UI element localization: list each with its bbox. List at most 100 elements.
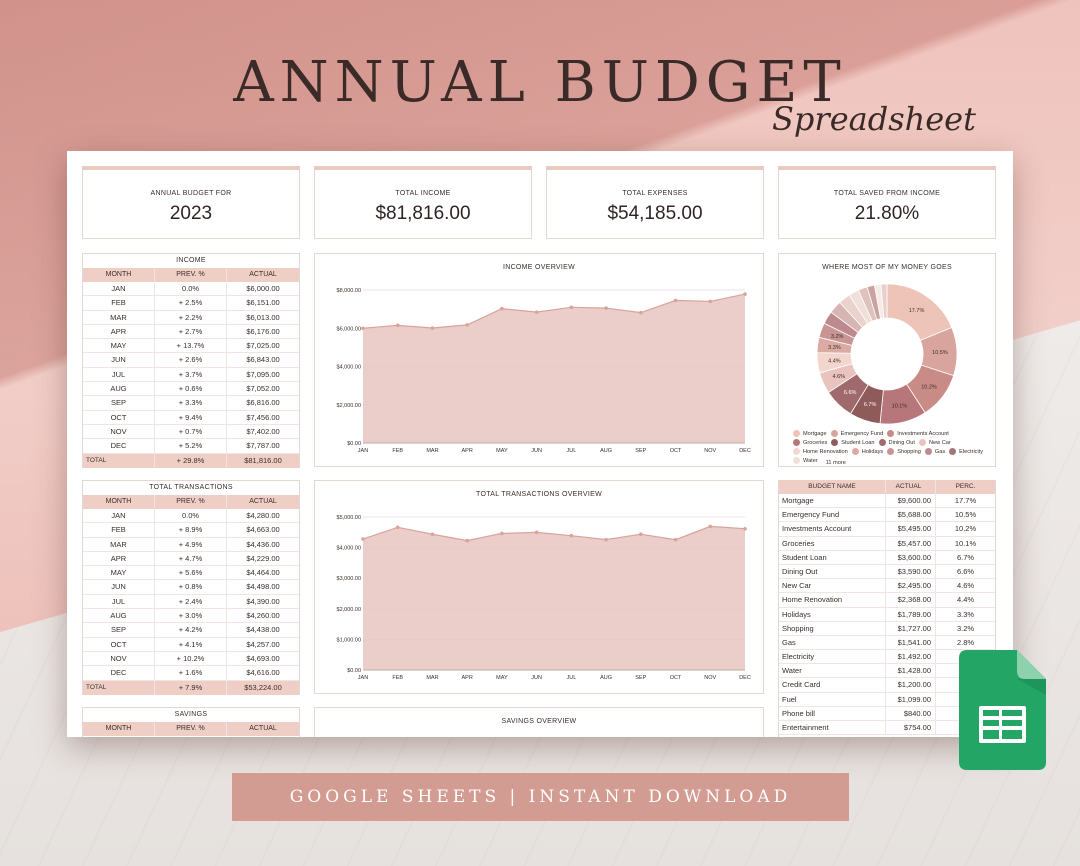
table-row: OCT + 4.1% $4,257.00 [83, 637, 299, 652]
cell-actual: $2,368.00 [886, 593, 936, 607]
list-item: Water $1,428.00 [779, 664, 995, 679]
slice-label: 4.4% [828, 359, 841, 365]
legend-item: Gas [924, 448, 946, 455]
x-tick-label: FEB [392, 448, 403, 454]
cell-perc: 10.2% [954, 524, 977, 534]
legend-label: Electricity [959, 448, 984, 455]
cell-prev: + 2.6% [155, 353, 227, 367]
cell-perc: 6.6% [956, 566, 975, 576]
table-row: JUN + 2.6% $6,843.00 [83, 353, 299, 368]
slice-label: 6.7% [864, 402, 877, 408]
budget-table-header: BUDGET NAME ACTUAL PERC. [779, 480, 995, 494]
cell-actual: $6,176.00 [246, 326, 280, 336]
table-row: APR + 2.7% $6,176.00 [83, 324, 299, 340]
cell-actual: $4,229.00 [246, 553, 280, 563]
cell-budget-name: Student Loan [779, 550, 886, 564]
y-tick-label: $2,000.00 [337, 403, 361, 409]
cell-prev: + 29.8% [155, 453, 227, 468]
table-row: MAY + 5.6% $4,464.00 [83, 566, 299, 581]
slice-label: 10.5% [932, 350, 948, 356]
legend-swatch [793, 457, 800, 464]
col-actual: ACTUAL [249, 725, 277, 732]
legend-label: Holidays [861, 448, 884, 455]
cell-prev: + 4.9% [155, 537, 227, 551]
legend-label: Water [803, 457, 818, 464]
cell-prev: + 2.4% [155, 594, 227, 609]
data-point [708, 299, 713, 304]
legend-item: New Car [918, 439, 951, 446]
cell-month: MAR [83, 310, 155, 324]
table-row: DEC + 5.2% $7,787.00 [83, 439, 299, 454]
legend-swatch [949, 448, 957, 455]
cell-budget-name: Phone bill [779, 706, 886, 720]
cell-actual: $4,280.00 [246, 511, 280, 520]
y-tick-label: $1,000.00 [337, 637, 361, 643]
slice-label: 17.7% [909, 308, 925, 314]
x-tick-label: APR [462, 675, 473, 681]
cell-month: JAN [83, 282, 155, 296]
kpi-value: 21.80% [854, 203, 920, 224]
cell-actual: $1,099.00 [886, 692, 936, 706]
legend-swatch [793, 439, 800, 446]
donut-chart: 17.7% 10.5% 10.2% 10.1% 6.7% 6.6% 4.6% 4.4% 3.3%… [816, 283, 958, 425]
x-tick-label: OCT [670, 448, 682, 454]
list-item: Shopping $1,727.00 3.2% [779, 621, 995, 636]
col-actual: ACTUAL [886, 480, 936, 494]
x-tick-label: APR [462, 448, 473, 454]
data-point [534, 310, 539, 314]
donut-legend: Mortgage Emergency Fund Investments Accoun… [793, 430, 989, 468]
x-tick-label: NOV [704, 448, 716, 454]
cell-month: FEB [83, 523, 155, 537]
y-tick-label: $2,000.00 [337, 607, 361, 613]
col-month: MONTH [83, 495, 155, 509]
slice-label: 3.3% [828, 345, 841, 351]
cell-budget-name: Water [779, 664, 886, 678]
cell-prev: 0.0% [155, 282, 227, 296]
x-tick-label: SEP [635, 675, 646, 681]
income-table: INCOME MONTH PREV. % ACTUAL JAN 0.0% $6,00… [82, 253, 300, 468]
y-tick-label: $4,000.00 [337, 365, 361, 371]
legend-item: Student Loan [831, 439, 875, 446]
legend-label: Gas [934, 448, 946, 455]
data-point [465, 538, 469, 543]
spreadsheet-preview: ANNUAL BUDGET FOR 2023 TOTAL INCOME $81,… [67, 151, 1013, 737]
cell-month: JUN [83, 353, 155, 367]
data-point [569, 305, 574, 310]
data-point [604, 306, 608, 310]
list-item: Student Loan $3,600.00 6.7% [779, 550, 995, 565]
data-point [673, 537, 678, 542]
savings-table: SAVINGS MONTH PREV. % ACTUAL [82, 707, 300, 737]
col-prev: PREV. % [155, 722, 227, 736]
data-point [743, 526, 747, 531]
savings-overview-chart: SAVINGS OVERVIEW [314, 707, 764, 737]
cell-actual: $4,693.00 [246, 653, 280, 663]
col-budget-name: BUDGET NAME [779, 480, 886, 494]
col-perc: PERC. [955, 483, 976, 490]
cell-month: JUN [83, 580, 155, 594]
list-item: Groceries $5,457.00 10.1% [779, 536, 995, 551]
legend-more[interactable]: 11 more [825, 460, 846, 466]
transactions-rows: JAN 0.0% $4,280.00 FEB + 8.9% $4,663.00 MAR + 4… [83, 509, 299, 681]
data-point [639, 310, 643, 315]
table-row: FEB + 8.9% $4,663.00 [83, 523, 299, 538]
list-item: Emergency Fund $5,688.00 10.5% [779, 508, 995, 523]
savings-table-header: MONTH PREV. % ACTUAL [83, 722, 299, 736]
slice-label: 4.6% [833, 374, 846, 380]
cell-perc: 4.4% [956, 595, 975, 605]
legend-swatch [887, 448, 895, 455]
data-point [361, 537, 365, 541]
cell-perc: 3.3% [956, 609, 975, 619]
cell-actual: $2,495.00 [886, 579, 936, 593]
cell-prev: + 2.2% [155, 310, 227, 324]
y-tick-label: $5,000.00 [337, 515, 361, 521]
data-point [361, 326, 365, 331]
y-tick-label: $4,000.00 [337, 546, 361, 552]
google-sheets-icon [959, 650, 1046, 770]
cell-perc: 6.7% [956, 552, 975, 562]
cell-actual: $6,151.00 [246, 298, 280, 308]
cell-actual: $6,000.00 [246, 284, 280, 293]
cell-actual: $4,616.00 [246, 668, 280, 678]
x-tick-label: SEP [635, 448, 646, 454]
list-item: Investments Account $5,495.00 10.2% [779, 522, 995, 537]
legend-swatch [918, 439, 926, 446]
